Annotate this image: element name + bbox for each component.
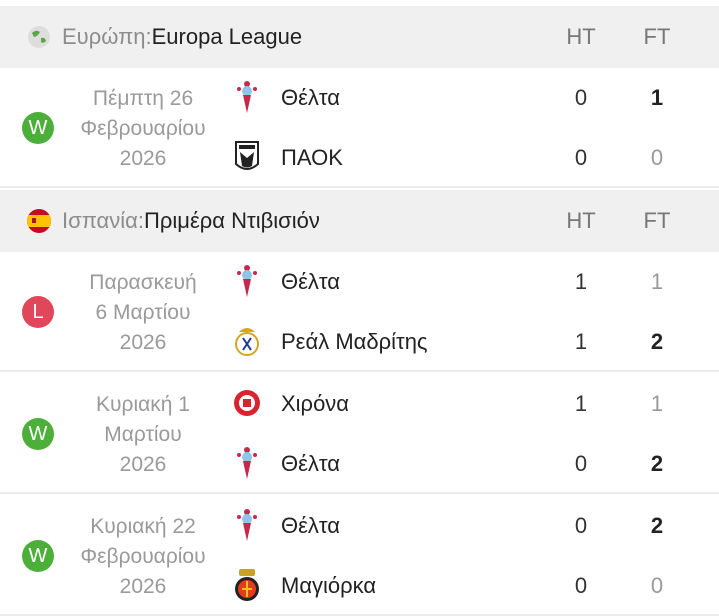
league-header[interactable]: Ισπανία:Πριμέρα Ντιβισιόν HT FT	[0, 190, 719, 252]
full-time-score: 2	[650, 329, 664, 354]
celta-crest-icon	[233, 446, 261, 480]
team-name[interactable]: Θέλτα	[281, 513, 341, 538]
league-region: Ισπανία:	[62, 208, 144, 233]
full-time-score: 0	[650, 573, 664, 598]
team-name[interactable]: Χιρόνα	[281, 391, 350, 416]
league-region: Ευρώπη:	[62, 24, 152, 49]
full-time-score: 0	[650, 145, 664, 170]
ht-column-header: HT	[566, 24, 596, 49]
team-name[interactable]: Θέλτα	[281, 85, 341, 110]
team-name[interactable]: Θέλτα	[281, 269, 341, 294]
half-time-score: 1	[574, 269, 588, 294]
real-madrid-crest-icon	[233, 324, 261, 358]
celta-crest-icon	[233, 264, 261, 298]
match-date: Κυριακή 22 Φεβρουαρίου 2026	[63, 512, 223, 602]
match-row[interactable]: W Κυριακή 1 Μαρτίου 2026 Χιρόνα 1 1 Θέλτα 0 2	[0, 374, 719, 494]
full-time-score: 2	[650, 451, 664, 476]
league-name: Europa League	[151, 24, 303, 49]
full-time-score: 1	[650, 391, 664, 416]
celta-crest-icon	[233, 508, 261, 542]
result-badge: L	[22, 296, 54, 328]
team-row: Μαγιόρκα 0 0	[0, 566, 719, 606]
league-title: Ευρώπη:Europa League	[62, 24, 302, 50]
team-row: Χιρόνα 1 1	[0, 384, 719, 424]
team-row: Θέλτα 0 2	[0, 506, 719, 546]
match-date: Πέμπτη 26 Φεβρουαρίου 2026	[63, 84, 223, 174]
half-time-score: 0	[574, 85, 588, 110]
team-row: ΠΑΟΚ 0 0	[0, 138, 719, 178]
team-name[interactable]: ΠΑΟΚ	[281, 145, 343, 170]
date-line: 2026	[119, 147, 167, 170]
half-time-score: 0	[574, 513, 588, 538]
celta-crest-icon	[233, 80, 261, 114]
date-line: Παρασκευή	[89, 271, 197, 294]
date-line: Πέμπτη 26	[92, 87, 194, 110]
date-line: 2026	[119, 331, 167, 354]
team-name[interactable]: Ρεάλ Μαδρίτης	[281, 329, 428, 354]
ft-column-header: FT	[643, 208, 671, 233]
spain-flag-icon	[27, 209, 51, 233]
full-time-score: 1	[650, 269, 664, 294]
result-badge: W	[22, 540, 54, 572]
girona-crest-icon	[233, 386, 261, 420]
date-line: Κυριακή 22	[90, 515, 196, 538]
result-badge: W	[22, 112, 54, 144]
date-line: 2026	[119, 453, 167, 476]
team-row: Θέλτα 0 1	[0, 78, 719, 118]
league-title: Ισπανία:Πριμέρα Ντιβισιόν	[62, 208, 320, 234]
date-line: Κυριακή 1	[96, 393, 190, 416]
league-name: Πριμέρα Ντιβισιόν	[144, 208, 320, 233]
match-row[interactable]: W Κυριακή 22 Φεβρουαρίου 2026 Θέλτα 0 2 Μαγιόρκ…	[0, 496, 719, 616]
full-time-score: 2	[650, 513, 664, 538]
match-row[interactable]: W Πέμπτη 26 Φεβρουαρίου 2026 Θέλτα 0 1 ΠΑΟΚ 0 0	[0, 68, 719, 188]
team-name[interactable]: Μαγιόρκα	[281, 573, 377, 598]
paok-crest-icon	[233, 140, 261, 174]
team-row: Ρεάλ Μαδρίτης 1 2	[0, 322, 719, 362]
half-time-score: 1	[574, 329, 588, 354]
full-time-score: 1	[650, 85, 664, 110]
date-line: 2026	[119, 575, 167, 598]
half-time-score: 0	[574, 145, 588, 170]
globe-icon	[27, 25, 51, 49]
date-line: Μαρτίου	[104, 423, 182, 446]
team-row: Θέλτα 0 2	[0, 444, 719, 484]
team-row: Θέλτα 1 1	[0, 262, 719, 302]
match-date: Παρασκευή 6 Μαρτίου 2026	[63, 268, 223, 358]
league-header[interactable]: Ευρώπη:Europa League HT FT	[0, 6, 719, 68]
date-line: Φεβρουαρίου	[80, 117, 206, 140]
half-time-score: 0	[574, 573, 588, 598]
mallorca-crest-icon	[233, 568, 261, 602]
ft-column-header: FT	[643, 24, 671, 49]
date-line: Φεβρουαρίου	[80, 545, 206, 568]
match-date: Κυριακή 1 Μαρτίου 2026	[63, 390, 223, 480]
half-time-score: 0	[574, 451, 588, 476]
ht-column-header: HT	[566, 208, 596, 233]
date-line: 6 Μαρτίου	[95, 301, 191, 324]
team-name[interactable]: Θέλτα	[281, 451, 341, 476]
result-badge: W	[22, 418, 54, 450]
half-time-score: 1	[574, 391, 588, 416]
match-row[interactable]: L Παρασκευή 6 Μαρτίου 2026 Θέλτα 1 1 Ρεάλ Μαδρί…	[0, 252, 719, 372]
